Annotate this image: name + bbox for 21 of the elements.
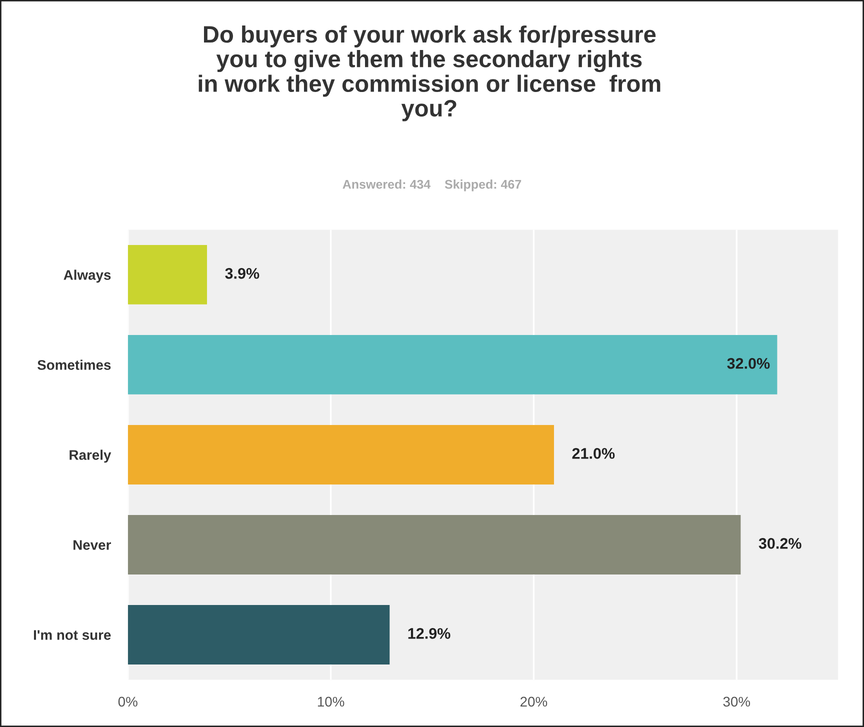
chart-subtitle: Answered: 434 Skipped: 467 — [342, 180, 522, 192]
bar — [128, 515, 741, 574]
x-tick-label: 0% — [118, 696, 138, 707]
y-tick-label: I'm not sure — [34, 630, 111, 640]
y-tick-label: Rarely — [70, 450, 112, 463]
bar — [128, 245, 208, 304]
x-tick-label: 30% — [723, 696, 750, 707]
x-tick-label: 10% — [318, 696, 344, 707]
bar — [128, 425, 554, 484]
chart-title: Do buyers of your work ask for/pressure you to give them the secondary rights in work they commission or license from you? — [198, 25, 660, 122]
data-label: 32.0% — [727, 358, 770, 369]
y-tick-label: Always — [64, 270, 111, 283]
data-label: 12.9% — [408, 628, 450, 639]
data-label: 30.2% — [758, 538, 802, 549]
y-tick-label: Sometimes — [38, 360, 111, 370]
bar — [128, 605, 390, 664]
data-label: 21.0% — [572, 448, 615, 459]
data-label: 3.9% — [225, 268, 260, 279]
y-tick-label: Never — [74, 540, 111, 550]
bar — [128, 335, 778, 394]
x-tick-label: 20% — [520, 696, 548, 707]
